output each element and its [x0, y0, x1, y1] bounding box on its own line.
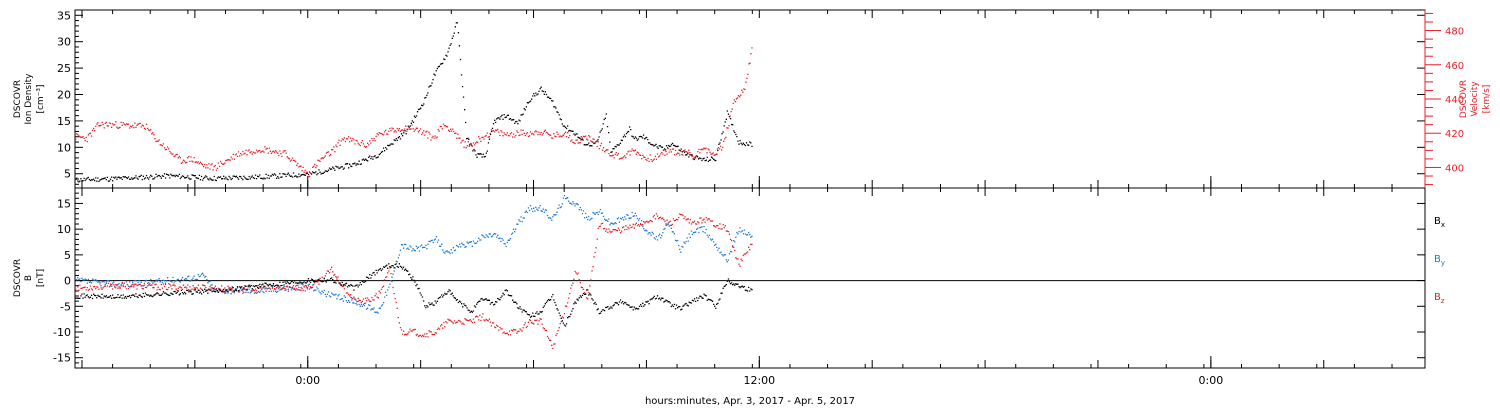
y-tick-label: -15	[53, 352, 71, 365]
y-tick-label: 15	[57, 115, 71, 128]
bottom-ylabel-line2: B	[24, 275, 34, 281]
y-tick-label: -10	[53, 326, 71, 339]
y-tick-label: 35	[57, 9, 71, 22]
top-left-axis: 5 10 15 20 25 30 35	[57, 9, 1425, 185]
y2-tick-label: 440	[1445, 95, 1464, 106]
series-density	[75, 22, 753, 183]
y-tick-label: 15	[57, 197, 71, 210]
top-left-ylabel-line2: Ion Density	[24, 73, 34, 125]
legend-bz: Bz	[1434, 292, 1445, 305]
x-axis-title: hours:minutes, Apr. 3, 2017 - Apr. 5, 20…	[645, 396, 855, 407]
series-bz	[75, 213, 753, 350]
y2-tick-label: 460	[1445, 61, 1464, 72]
bottom-ylabel-line1: DSCOVR	[13, 259, 23, 297]
legend-by: By	[1434, 254, 1445, 267]
y-tick-label: 25	[57, 62, 71, 75]
bottom-panel-frame	[74, 187, 1426, 369]
series-velocity	[75, 47, 753, 178]
data-series	[75, 22, 753, 350]
top-right-ylabel-line3: [km/s]	[1482, 85, 1492, 114]
series-bx	[75, 263, 753, 327]
series-by	[75, 194, 753, 314]
y-tick-label: 5	[64, 249, 71, 262]
x-tick-label: 0:00	[1199, 374, 1224, 387]
y2-tick-label: 400	[1445, 163, 1464, 174]
y-tick-label: 0	[64, 275, 71, 288]
y-tick-label: 20	[57, 89, 71, 102]
legend-bx: Bx	[1434, 216, 1445, 229]
x-axis: 0:00 12:00 0:00	[74, 10, 1393, 387]
y-tick-label: 10	[57, 141, 71, 154]
y-tick-label: -5	[60, 300, 71, 313]
y-tick-label: 10	[57, 223, 71, 236]
top-right-ylabel-line1: DSCOVR	[1459, 80, 1469, 118]
y2-tick-label: 480	[1445, 27, 1464, 38]
bottom-ylabel-line3: [nT]	[36, 269, 46, 287]
top-panel-frame	[74, 9, 1426, 189]
y2-tick-label: 420	[1445, 129, 1464, 140]
x-tick-label: 0:00	[295, 374, 320, 387]
y-tick-label: 5	[64, 168, 71, 181]
top-left-ylabel-line3: [cm⁻³]	[36, 84, 46, 113]
top-right-ylabel-line2: Velocity	[1470, 81, 1480, 117]
bottom-left-axis: -15 -10 -5 0 5 10 15	[53, 192, 1425, 365]
y-tick-label: 30	[57, 36, 71, 49]
top-left-ylabel-line1: DSCOVR	[13, 80, 23, 118]
x-tick-label: 12:00	[743, 374, 775, 387]
top-right-axis: 400 420 440 460 480	[1424, 10, 1464, 188]
